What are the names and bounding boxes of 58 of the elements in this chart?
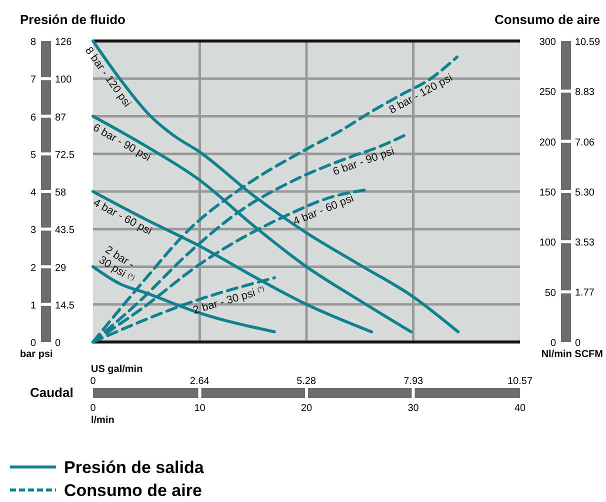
x2-tick-label: 5.28 [296,376,316,387]
y2-tick-label: 200 [539,137,556,148]
x-tick-label: 20 [300,403,312,414]
y2-axis-title: Consumo de aire [494,12,600,27]
text: 4 bar - 60 psi [292,192,356,228]
text: bar psi [20,349,54,360]
y-tick-label: 5 [30,150,36,161]
y-tick-label: 1 [30,300,36,312]
x-tick-label: 10 [194,403,206,414]
y2-tick-label: 100 [539,238,556,249]
y3-tick-label: 8.83 [575,87,595,98]
x-axis-title: Caudal [30,385,74,400]
y2-tick-label: 250 [539,87,556,98]
text: 8 bar - 120 psi [82,45,133,110]
text: Presión de salida [64,458,204,477]
text: 43.5 [55,225,75,236]
y-tick-label: 2 [30,262,36,274]
x2-tick-label: 10.57 [507,376,533,387]
x2-tick-label: 2.64 [190,376,210,387]
y-tick-label: 3 [30,225,36,236]
y-tick-label: 0 [30,338,36,349]
text: Nl/min SCFM [541,349,603,360]
text: US gal/min [91,364,143,375]
text: Consumo de aire [64,481,202,500]
y-tick-label: 8 [30,37,36,48]
text: 0 [55,338,61,349]
text: 4 bar - 60 psi [91,196,154,238]
y3-tick-label: 3.53 [575,238,595,249]
x-tick-label: 40 [514,403,526,414]
y3-tick-label: 0 [575,338,581,349]
text: 87 [55,112,67,124]
text: 8 bar - 120 psi [387,72,455,116]
text: 6 bar - 90 psi [331,145,396,178]
x-tick-label: 30 [408,403,420,414]
y2-tick-label: 50 [544,288,556,299]
y-axis-title: Presión de fluido [20,12,126,27]
y-tick-label: 4 [30,188,36,198]
x2-tick-label: 0 [90,376,96,387]
y2-tick-label: 150 [539,188,556,198]
text: 58 [55,188,67,198]
text: 6 bar - 90 psi [90,122,153,164]
y3-tick-label: 10.59 [575,37,600,48]
x-tick-label: 0 [90,403,96,414]
text: 100 [55,74,72,86]
x2-tick-label: 7.93 [404,376,424,387]
text: 29 [55,262,67,274]
text: 126 [55,37,72,48]
y3-tick-label: 7.06 [575,137,595,148]
y-tick-label: 7 [30,74,36,86]
y3-tick-label: 5.30 [575,187,595,198]
text: l/min [91,415,114,426]
text: 2 bar - 30 psi $^{(*)}$ [192,284,266,317]
y2-tick-label: 0 [550,338,556,349]
text: 14.5 [55,300,75,312]
y3-tick-label: 1.77 [575,288,595,299]
text: 72.5 [55,150,75,161]
y-tick-label: 6 [30,112,36,124]
y2-tick-label: 300 [539,37,556,48]
